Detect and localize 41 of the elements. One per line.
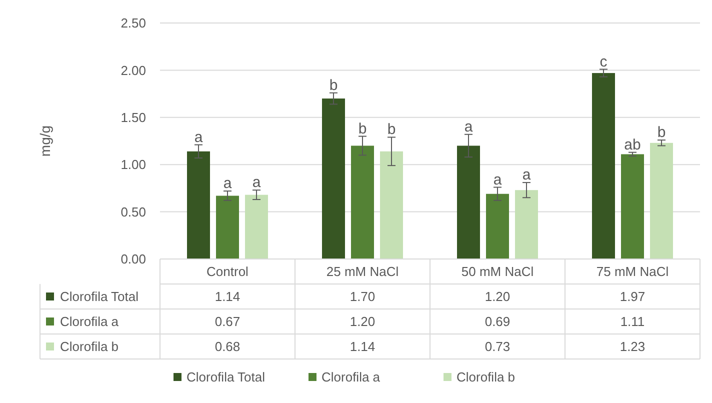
legend-label: Clorofila a — [322, 370, 381, 385]
y-tick-label: 0.50 — [120, 204, 146, 220]
text: Clorofila b — [60, 339, 119, 354]
annotation: b — [329, 76, 338, 94]
annotation: b — [657, 124, 666, 142]
annotation: a — [194, 128, 204, 146]
data-label: 0.68 — [214, 339, 240, 354]
y-tick-label: 1.50 — [120, 110, 146, 125]
y-tick-label: 0.00 — [120, 252, 146, 267]
data-label: 1.97 — [620, 289, 646, 304]
y-tick-label: 2.50 — [120, 16, 146, 31]
annotation: b — [358, 120, 367, 138]
data-label: 1.14 — [350, 339, 376, 354]
data-label: 0.69 — [484, 314, 510, 330]
y-axis-title: mg/g — [37, 125, 53, 157]
x-tick-label: 25 mM NaCl — [326, 264, 399, 280]
data-label: 1.20 — [350, 314, 376, 330]
annotation: a — [223, 175, 232, 192]
legend-label: Clorofila Total — [60, 289, 139, 304]
data-label: 1.20 — [484, 289, 510, 304]
legend-label: Clorofila b — [456, 370, 516, 385]
data-label: 0.67 — [214, 314, 240, 330]
y-tick-label: 1.00 — [120, 157, 146, 172]
annotation: a — [493, 171, 502, 188]
data-label: 1.14 — [214, 289, 240, 304]
data-label: 1.11 — [620, 314, 645, 330]
x-tick-label: 50 mM NaCl — [461, 264, 534, 280]
text: Clorofila a — [60, 314, 119, 330]
data-label: 1.70 — [350, 289, 376, 304]
annotation: b — [387, 121, 396, 138]
annotation: ab — [624, 136, 641, 154]
data-label: 0.73 — [484, 339, 510, 354]
data-label: 1.23 — [620, 339, 646, 354]
x-tick-label: Control — [206, 264, 249, 280]
annotation: c — [600, 53, 608, 70]
annotation: a — [464, 118, 474, 136]
text: Clorofila Total — [186, 370, 266, 385]
x-tick-label: 75 mM NaCl — [596, 264, 669, 280]
y-tick-label: 2.00 — [120, 62, 146, 78]
annotation: a — [522, 166, 532, 184]
annotation: a — [252, 174, 262, 192]
